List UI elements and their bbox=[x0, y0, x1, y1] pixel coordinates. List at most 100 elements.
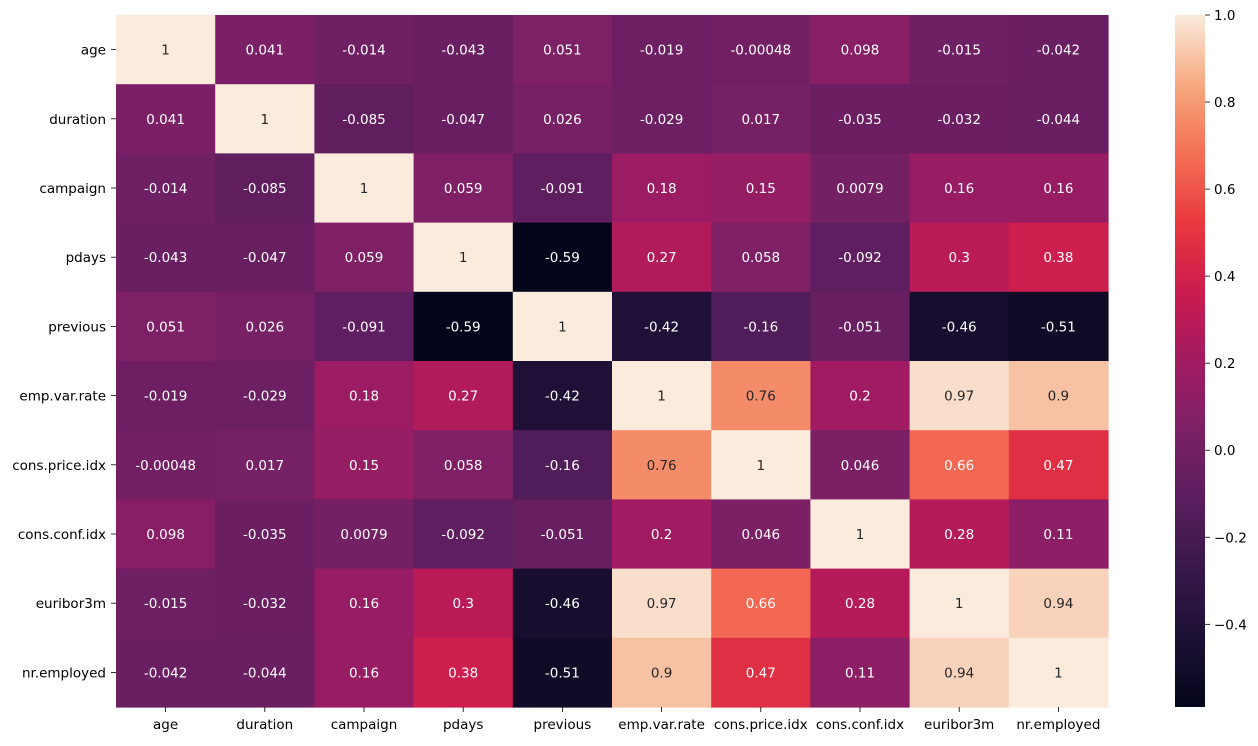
heatmap-cell bbox=[909, 361, 1010, 431]
heatmap-cell bbox=[314, 568, 415, 639]
cell-annotation: -0.59 bbox=[545, 250, 580, 266]
heatmap-cell bbox=[810, 153, 911, 224]
cell-annotation: -0.00048 bbox=[730, 43, 791, 59]
cell-annotation: 0.059 bbox=[444, 181, 483, 197]
cell-annotation: 0.2 bbox=[849, 389, 870, 405]
cell-annotation: 0.11 bbox=[845, 665, 875, 681]
heatmap-cell bbox=[116, 568, 216, 639]
colorbar-tick-label: 0.4 bbox=[1214, 269, 1235, 285]
cell-annotation: -0.043 bbox=[441, 43, 485, 59]
heatmap-cell bbox=[215, 499, 315, 570]
heatmap-cell bbox=[612, 291, 712, 362]
cell-annotation: -0.092 bbox=[838, 250, 882, 266]
heatmap-cell bbox=[116, 153, 216, 224]
cell-annotation: -0.019 bbox=[640, 43, 684, 59]
cell-annotation: -0.51 bbox=[545, 665, 580, 681]
heatmap-cell bbox=[215, 361, 315, 431]
heatmap-cell bbox=[1008, 637, 1109, 708]
cell-annotation: 0.058 bbox=[741, 250, 780, 266]
cell-annotation: 0.059 bbox=[345, 250, 384, 266]
cell-annotation: 0.046 bbox=[741, 527, 780, 543]
heatmap-cell bbox=[909, 84, 1010, 154]
cell-annotation: 0.041 bbox=[245, 43, 284, 59]
cell-annotation: 0.16 bbox=[349, 665, 379, 681]
cell-annotation: -0.16 bbox=[545, 458, 580, 474]
heatmap-cell bbox=[512, 222, 613, 293]
cell-annotation: 0.026 bbox=[245, 319, 284, 335]
heatmap-cell bbox=[612, 361, 712, 431]
cell-annotation: 0.38 bbox=[448, 665, 478, 681]
cell-annotation: -0.044 bbox=[243, 665, 287, 681]
cell-annotation: 0.026 bbox=[543, 112, 582, 128]
y-tick-label: previous bbox=[48, 319, 106, 335]
cell-annotation: 0.9 bbox=[651, 665, 672, 681]
cell-annotation: 0.16 bbox=[944, 181, 974, 197]
heatmap-cell bbox=[612, 499, 712, 570]
heatmap-cell bbox=[1008, 361, 1109, 431]
heatmap-cell bbox=[711, 84, 811, 154]
x-tick-label: cons.conf.idx bbox=[816, 717, 904, 733]
heatmap-cell bbox=[810, 222, 911, 293]
cell-annotation: 0.058 bbox=[444, 458, 483, 474]
heatmap-cell bbox=[711, 153, 811, 224]
x-tick-label: age bbox=[153, 717, 178, 733]
cell-annotation: -0.42 bbox=[545, 389, 580, 405]
y-tick-label: duration bbox=[49, 112, 106, 128]
cell-annotation: -0.043 bbox=[144, 250, 188, 266]
heatmap-cell bbox=[1008, 15, 1109, 85]
cell-annotation: 0.18 bbox=[647, 181, 677, 197]
heatmap-cell bbox=[215, 15, 315, 85]
cell-annotation: -0.46 bbox=[545, 596, 580, 612]
heatmap-cell bbox=[711, 291, 811, 362]
cell-annotation: 1 bbox=[757, 458, 766, 474]
heatmap-cell bbox=[116, 499, 216, 570]
heatmap-cell bbox=[314, 637, 415, 708]
heatmap-cell bbox=[909, 568, 1010, 639]
cell-annotation: 1 bbox=[1054, 665, 1063, 681]
x-axis-tick-labels: age duration campaign pdays previous emp.var.… bbox=[153, 707, 1100, 733]
cell-annotation: -0.014 bbox=[342, 43, 386, 59]
cell-annotation: 0.94 bbox=[944, 665, 974, 681]
colorbar-tick-label: −0.2 bbox=[1214, 530, 1247, 546]
x-tick-label: emp.var.rate bbox=[618, 717, 705, 733]
y-tick-label: pdays bbox=[66, 250, 106, 266]
heatmap-cell bbox=[413, 222, 514, 293]
cell-annotation: -0.035 bbox=[838, 112, 882, 128]
cell-annotation: 0.94 bbox=[1043, 596, 1073, 612]
colorbar: 1.0 0.8 0.6 0.4 0.2 0.0 −0.2 −0.4 bbox=[1175, 8, 1247, 707]
cell-annotation: 0.051 bbox=[146, 319, 185, 335]
cell-annotation: -0.035 bbox=[243, 527, 287, 543]
heatmap-cell bbox=[512, 361, 613, 431]
cell-annotation: -0.16 bbox=[743, 319, 778, 335]
cell-annotation: 1 bbox=[459, 250, 468, 266]
heatmap-cell bbox=[1008, 153, 1109, 224]
cell-annotation: -0.46 bbox=[942, 319, 977, 335]
y-tick-label: cons.price.idx bbox=[12, 458, 106, 474]
cell-annotation: 0.38 bbox=[1043, 250, 1073, 266]
cell-annotation: -0.029 bbox=[640, 112, 684, 128]
cell-annotation: 0.97 bbox=[944, 389, 974, 405]
cell-annotation: -0.042 bbox=[144, 665, 188, 681]
cell-annotation: 0.28 bbox=[845, 596, 875, 612]
cell-annotation: -0.091 bbox=[541, 181, 585, 197]
heatmap-cell bbox=[215, 222, 315, 293]
heatmap-cell bbox=[909, 637, 1010, 708]
cell-annotation: -0.042 bbox=[1037, 43, 1081, 59]
cell-annotation: 0.47 bbox=[1043, 458, 1073, 474]
heatmap-cell bbox=[909, 222, 1010, 293]
cell-annotation: 0.2 bbox=[651, 527, 672, 543]
x-tick-label: pdays bbox=[443, 717, 483, 733]
heatmap-cell bbox=[314, 499, 415, 570]
cell-annotation: 1 bbox=[360, 181, 369, 197]
cell-annotation: 0.11 bbox=[1043, 527, 1073, 543]
cell-annotation: -0.085 bbox=[342, 112, 386, 128]
heatmap-cell bbox=[512, 291, 613, 362]
cell-annotation: -0.051 bbox=[541, 527, 585, 543]
cell-annotation: 0.098 bbox=[841, 43, 880, 59]
cell-annotation: 0.0079 bbox=[340, 527, 387, 543]
cell-annotation: 1 bbox=[261, 112, 270, 128]
cell-annotation: 1 bbox=[657, 389, 666, 405]
heatmap-cell bbox=[810, 15, 911, 85]
cell-annotation: 0.16 bbox=[1043, 181, 1073, 197]
heatmap-cell bbox=[314, 84, 415, 154]
